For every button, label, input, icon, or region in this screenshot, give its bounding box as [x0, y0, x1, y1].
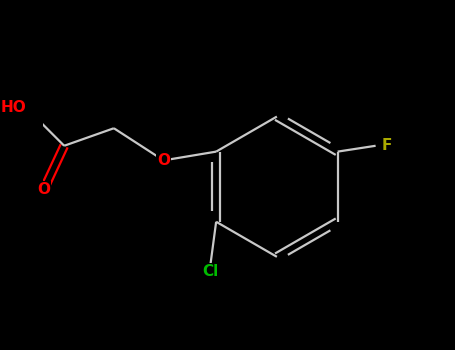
Text: HO: HO — [0, 100, 26, 115]
Text: O: O — [157, 153, 170, 168]
Text: O: O — [37, 182, 50, 197]
Text: F: F — [382, 138, 393, 153]
Text: Cl: Cl — [202, 264, 218, 279]
